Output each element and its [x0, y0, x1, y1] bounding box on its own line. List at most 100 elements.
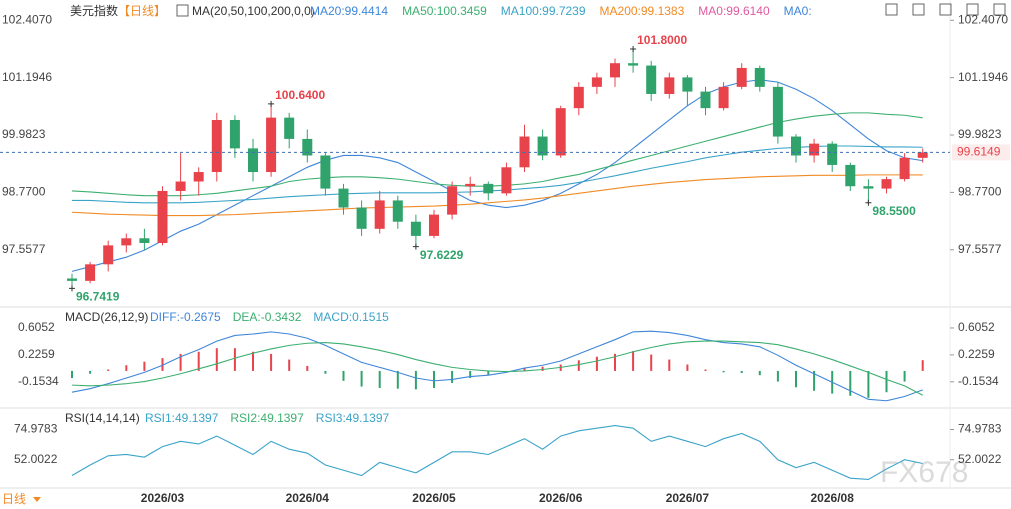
last-price-label: 99.6149	[957, 145, 1001, 159]
y-tick-label-left: 102.4070	[2, 12, 52, 26]
candle-body	[338, 188, 349, 208]
candle-body	[827, 143, 838, 165]
candle-body	[591, 77, 602, 87]
legend-entry: MA100:99.7239	[501, 4, 586, 18]
y-tick-label-right: 0.2259	[958, 347, 995, 361]
rsi-line	[71, 424, 923, 481]
candle-body	[302, 138, 313, 156]
candle-body	[718, 86, 729, 109]
ma-line	[72, 145, 923, 204]
ma-line	[71, 174, 923, 217]
candle-body	[628, 63, 639, 66]
legend-entry: DIFF:-0.2675	[150, 310, 221, 324]
candle-body	[211, 119, 222, 173]
candle-body	[121, 238, 132, 246]
candle-body	[555, 108, 566, 156]
y-tick-label-right: 101.1946	[958, 70, 1008, 84]
period[interactable]: 【日线】	[118, 4, 166, 18]
candle-body	[845, 164, 856, 187]
candle-body	[899, 157, 910, 180]
x-tick-label: 2026/05	[412, 491, 456, 505]
candle-body	[664, 77, 675, 94]
candle-body	[754, 67, 765, 87]
y-tick-label-left: -0.1534	[18, 374, 59, 388]
candle-body	[374, 200, 385, 229]
candle-body	[229, 119, 240, 149]
icon[interactable]	[176, 4, 189, 17]
icon[interactable]	[993, 3, 1006, 16]
candle-body	[573, 86, 584, 109]
legend-entry: DEA:-0.3432	[233, 310, 302, 324]
candle-body	[248, 148, 258, 173]
y-tick-label-right: 98.7700	[958, 185, 1002, 199]
y-tick-label-right: 52.0022	[958, 452, 1002, 466]
y-tick-label-left: 0.2259	[18, 347, 55, 361]
timeframe[interactable]: 日线	[2, 492, 26, 506]
y-tick-label-left: 101.1946	[2, 70, 52, 84]
annotation: 100.6400	[275, 88, 325, 102]
candle-body	[175, 181, 186, 191]
y-tick-label-right: 74.9783	[958, 422, 1002, 436]
dropdown-icon[interactable]	[33, 497, 41, 502]
candle-body	[700, 91, 711, 109]
candle-body	[103, 245, 114, 265]
candle-body	[447, 186, 458, 215]
y-tick-label-right: -0.1534	[958, 374, 999, 388]
x-tick-label: 2026/08	[811, 491, 855, 505]
legend-entry: MA0:	[784, 4, 812, 18]
candle-body	[809, 143, 820, 156]
legend-entry: MA0:99.6140	[698, 4, 770, 18]
legend-entry: MA200:99.1383	[600, 4, 685, 18]
annotation-marker	[412, 243, 419, 250]
candle-body	[320, 155, 331, 189]
dea-line	[71, 340, 923, 396]
annotation: 96.7419	[76, 290, 120, 304]
chart-title: 美元指数	[70, 3, 118, 18]
legend-entry: MA50:100.3459	[402, 4, 487, 18]
x-tick-label: 2026/06	[539, 491, 583, 505]
legend-entry: RSI3:49.1397	[316, 411, 390, 425]
annotation: 101.8000	[637, 33, 687, 47]
candle-body	[483, 183, 494, 194]
legend-entry: RSI2:49.1397	[230, 411, 304, 425]
icon[interactable]	[885, 3, 898, 16]
annotation-marker	[268, 100, 275, 107]
candle-body	[610, 63, 620, 78]
candle-body	[501, 167, 512, 194]
candle-body	[356, 207, 367, 229]
macd-label: MACD(26,12,9)	[65, 310, 148, 324]
diff-line	[71, 330, 923, 402]
y-tick-label-right: 0.6052	[958, 320, 995, 334]
candle-body	[266, 117, 277, 173]
y-tick-label-left: 0.6052	[18, 320, 55, 334]
candle-body	[139, 238, 150, 244]
y-tick-label-right: 99.9823	[958, 127, 1002, 141]
toolbar-icons[interactable]	[885, 3, 1006, 16]
x-tick-label: 2026/04	[286, 491, 330, 505]
candle-body	[863, 186, 874, 189]
annotation-marker	[630, 46, 637, 53]
annotation: 97.6229	[420, 248, 464, 262]
rsi-label: RSI(14,14,14)	[65, 411, 140, 425]
last-price-box	[952, 144, 1010, 161]
icon[interactable]	[912, 3, 925, 16]
candle-body	[284, 117, 295, 139]
ma-line	[71, 79, 923, 272]
annotation-marker	[69, 285, 75, 292]
y-tick-label-left: 98.7700	[2, 185, 46, 199]
y-tick-label-left: 74.9783	[14, 422, 58, 436]
watermark: FX678	[880, 456, 968, 489]
x-tick-label: 2026/03	[141, 491, 185, 505]
annotation-marker	[865, 199, 872, 206]
candle-body	[736, 67, 747, 87]
candle-body	[157, 190, 168, 244]
candle-body	[646, 65, 657, 94]
candle-body	[791, 136, 801, 156]
icon[interactable]	[939, 3, 952, 16]
legend-entry: MA20:99.4414	[310, 4, 388, 18]
x-tick-label: 2026/07	[666, 491, 710, 505]
icon[interactable]	[966, 3, 979, 16]
candle-body	[881, 179, 892, 189]
